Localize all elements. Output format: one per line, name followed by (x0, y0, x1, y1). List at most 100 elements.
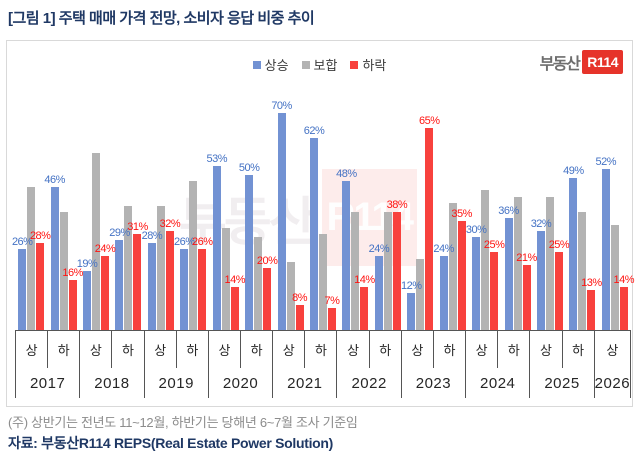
axis-half-label: 하 (47, 331, 79, 368)
bar-group: 49% 13% (563, 113, 602, 330)
brand-logo-text: 부동산 (539, 56, 581, 73)
bar-slot: 24% (433, 113, 454, 330)
bar-slot (27, 113, 36, 330)
bar-slot: 16% (62, 113, 83, 330)
bar-slot (610, 113, 619, 330)
bar-value-label: 21% (516, 252, 537, 264)
bar-value-label: 25% (483, 239, 505, 251)
bar-value-label: 36% (498, 205, 519, 217)
bar-하락 (522, 265, 531, 330)
bar-group: 70% 8% (271, 100, 308, 330)
bar-보합 (513, 197, 522, 330)
bar-value-label: 24% (94, 243, 116, 255)
bar-slot: 30% (466, 113, 487, 330)
legend-swatch-icon (252, 60, 261, 69)
bar-상승 (504, 218, 513, 330)
bar-하락 (554, 252, 563, 330)
axis-half-label: 하 (304, 331, 336, 368)
bar-value-label: 24% (368, 243, 390, 255)
bar-group: 46% 16% (44, 113, 83, 330)
bar-slot (124, 113, 133, 330)
bar-slot: 13% (581, 113, 602, 330)
axis-year-2025: 상 하 2025 (530, 331, 595, 398)
bar-value-label: 70% (271, 100, 292, 112)
bar-보합 (221, 228, 230, 330)
bar-group: 24% 38% (369, 113, 408, 330)
bar-value-label: 32% (159, 218, 181, 230)
bar-보합 (610, 225, 619, 330)
bar-slot: 26% (12, 113, 33, 330)
axis-year-label: 2022 (351, 374, 387, 392)
bar-slot: 25% (549, 113, 570, 330)
bar-slot: 14% (354, 113, 375, 330)
bar-value-label: 8% (292, 292, 308, 304)
bar-상승 (50, 187, 59, 330)
axis-half-label: 상 (218, 343, 231, 358)
bar-value-label: 14% (613, 274, 635, 286)
bar-하락 (230, 287, 239, 330)
axis-year-label: 2017 (29, 374, 66, 392)
axis-year-2017: 상 하 2017 (15, 331, 81, 398)
bar-상승 (439, 256, 448, 330)
bar-보합 (319, 234, 327, 330)
bar-slot (59, 113, 68, 330)
bar-group: 28% 32% (141, 113, 181, 330)
bar-slot (416, 113, 425, 330)
bar-slot: 26% (192, 113, 213, 330)
bar-하락 (36, 243, 45, 330)
legend-label: 상승 (264, 58, 289, 73)
bar-하락 (295, 305, 304, 330)
bar-하락 (490, 252, 499, 330)
bar-상승 (601, 169, 610, 330)
axis-halves-row: 상 (595, 331, 630, 368)
bar-하락 (328, 308, 336, 330)
bar-보합 (286, 262, 295, 330)
axis-half-label: 상 (282, 343, 295, 358)
bar-slot: 35% (451, 113, 472, 330)
axis-year-2018: 상 하 2018 (80, 331, 145, 398)
bar-보합 (156, 206, 165, 330)
axis-half-label: 상 (475, 343, 488, 358)
axis-half-label: 상 (411, 343, 424, 358)
bar-하락 (360, 287, 369, 330)
legend-item-하락: 하락 (350, 55, 386, 74)
bar-value-label: 65% (419, 115, 440, 127)
bar-slot: 49% (563, 113, 584, 330)
bar-group: 24% 35% (433, 113, 472, 330)
bar-value-label: 50% (238, 162, 260, 174)
bar-보합 (254, 237, 263, 330)
axis-year-2023: 상 하 2023 (402, 331, 467, 398)
bar-slot: 24% (369, 113, 390, 330)
bar-value-label: 38% (386, 199, 408, 211)
bar-group: 52% 14% (596, 113, 635, 330)
bar-상승 (277, 113, 286, 330)
axis-half-label: 하 (368, 331, 401, 368)
bar-slot: 50% (239, 113, 260, 330)
plot-area: 26% 28% 46% 16% 19% 24% 29% 31% 28% 32% 26% 26% 53% 1… (12, 100, 635, 330)
bar-slot: 29% (109, 113, 130, 330)
bar-group: 19% 24% (77, 113, 116, 330)
bar-slot (545, 113, 554, 330)
chart-legend: 상승 보합 하락 (7, 55, 632, 74)
bar-상승 (310, 138, 318, 330)
axis-year-label: 2024 (480, 374, 516, 392)
bar-slot: 19% (77, 113, 98, 330)
bar-하락 (68, 280, 77, 330)
bar-slot (383, 113, 392, 330)
bar-slot: 20% (257, 113, 278, 330)
bar-상승 (115, 240, 124, 330)
bar-상승 (407, 293, 416, 330)
bar-slot (156, 113, 165, 330)
bar-하락 (133, 234, 142, 330)
axis-year-2020: 상 하 2020 (209, 331, 274, 398)
bar-value-label: 28% (141, 230, 163, 242)
chart-source: 자료: 부동산R114 REPS(Real Estate Power Solut… (8, 435, 334, 451)
bar-하락 (165, 231, 174, 330)
bar-slot (513, 113, 522, 330)
bar-slot: 14% (224, 113, 245, 330)
bar-value-label: 26% (174, 236, 195, 248)
bar-하락 (587, 290, 596, 330)
